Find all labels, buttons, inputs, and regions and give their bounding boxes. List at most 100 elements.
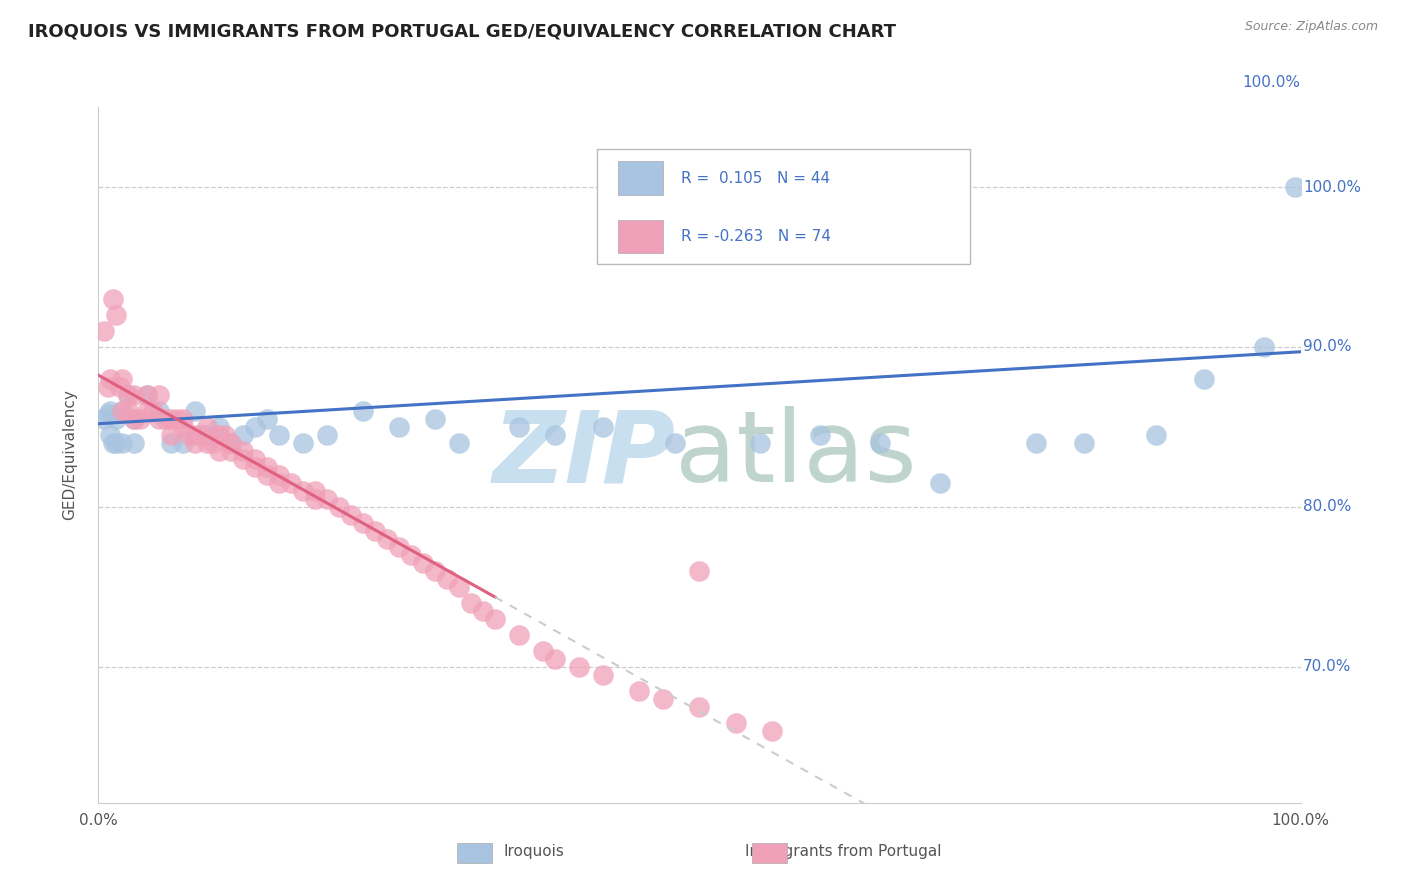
Point bbox=[219, 444, 242, 458]
Point bbox=[388, 540, 411, 554]
Point bbox=[328, 500, 350, 514]
Point bbox=[124, 388, 146, 402]
Point bbox=[93, 412, 115, 426]
Point bbox=[135, 388, 157, 402]
Bar bbox=[617, 161, 664, 194]
Point bbox=[1073, 436, 1095, 450]
Point bbox=[117, 404, 139, 418]
Point bbox=[399, 548, 422, 562]
Point bbox=[232, 451, 254, 466]
Point bbox=[544, 428, 567, 442]
Point bbox=[159, 436, 181, 450]
Point bbox=[101, 292, 124, 306]
Point bbox=[484, 612, 506, 626]
Point bbox=[195, 436, 218, 450]
Point bbox=[177, 428, 200, 442]
Point bbox=[592, 668, 614, 682]
Point bbox=[592, 420, 614, 434]
Point bbox=[340, 508, 363, 522]
Point bbox=[208, 428, 231, 442]
Point bbox=[111, 404, 134, 418]
Point bbox=[117, 388, 139, 402]
Point bbox=[135, 388, 157, 402]
Text: Iroquois: Iroquois bbox=[503, 845, 565, 859]
Point bbox=[124, 412, 146, 426]
Text: IROQUOIS VS IMMIGRANTS FROM PORTUGAL GED/EQUIVALENCY CORRELATION CHART: IROQUOIS VS IMMIGRANTS FROM PORTUGAL GED… bbox=[28, 22, 896, 40]
Point bbox=[267, 467, 290, 482]
Point bbox=[748, 436, 770, 450]
Point bbox=[256, 459, 278, 474]
Point bbox=[97, 407, 120, 421]
Point bbox=[101, 436, 124, 450]
Point bbox=[97, 380, 120, 394]
Point bbox=[124, 436, 146, 450]
Point bbox=[148, 404, 170, 418]
Text: atlas: atlas bbox=[675, 407, 917, 503]
Text: 100.0%: 100.0% bbox=[1303, 179, 1361, 194]
Point bbox=[256, 467, 278, 482]
Text: R =  0.105   N = 44: R = 0.105 N = 44 bbox=[682, 170, 831, 186]
Point bbox=[108, 380, 131, 394]
Point bbox=[183, 404, 205, 418]
Point bbox=[243, 459, 266, 474]
Point bbox=[761, 723, 783, 738]
Point bbox=[105, 412, 128, 426]
Point bbox=[472, 604, 495, 618]
Point bbox=[688, 699, 710, 714]
Point bbox=[124, 412, 146, 426]
Text: 90.0%: 90.0% bbox=[1303, 340, 1351, 354]
Text: 100.0%: 100.0% bbox=[1243, 75, 1301, 90]
Point bbox=[460, 596, 482, 610]
Point bbox=[808, 428, 831, 442]
Point bbox=[531, 644, 554, 658]
Point bbox=[412, 556, 434, 570]
Point bbox=[129, 412, 152, 426]
Point bbox=[159, 412, 181, 426]
Point bbox=[100, 404, 122, 418]
Point bbox=[172, 436, 194, 450]
Point bbox=[352, 404, 374, 418]
Point bbox=[544, 652, 567, 666]
Point bbox=[1144, 428, 1167, 442]
Point bbox=[117, 388, 139, 402]
Point bbox=[280, 475, 302, 490]
Point bbox=[267, 428, 290, 442]
Point bbox=[208, 420, 231, 434]
Point bbox=[304, 491, 326, 506]
Point bbox=[183, 436, 205, 450]
Point bbox=[1194, 372, 1216, 386]
Point bbox=[105, 436, 128, 450]
Point bbox=[208, 444, 231, 458]
Text: 80.0%: 80.0% bbox=[1303, 500, 1351, 515]
Point bbox=[724, 715, 747, 730]
Point bbox=[291, 483, 314, 498]
Point bbox=[111, 436, 134, 450]
Point bbox=[447, 436, 470, 450]
Point bbox=[315, 491, 337, 506]
Bar bbox=[617, 219, 664, 253]
Point bbox=[172, 412, 194, 426]
Point bbox=[148, 412, 170, 426]
Point bbox=[232, 428, 254, 442]
Point bbox=[219, 436, 242, 450]
Point bbox=[304, 483, 326, 498]
Point bbox=[141, 404, 163, 418]
Point bbox=[172, 420, 194, 434]
Point bbox=[195, 428, 218, 442]
Point bbox=[1025, 436, 1047, 450]
Y-axis label: GED/Equivalency: GED/Equivalency bbox=[63, 390, 77, 520]
Point bbox=[135, 404, 157, 418]
Point bbox=[93, 324, 115, 338]
Point bbox=[352, 516, 374, 530]
Point bbox=[214, 428, 236, 442]
Point bbox=[628, 683, 651, 698]
Point bbox=[388, 420, 411, 434]
Point bbox=[190, 428, 212, 442]
Point bbox=[243, 451, 266, 466]
Text: 70.0%: 70.0% bbox=[1303, 659, 1351, 674]
Point bbox=[243, 420, 266, 434]
Point bbox=[688, 564, 710, 578]
Point bbox=[1253, 340, 1275, 354]
Point bbox=[267, 475, 290, 490]
Point bbox=[568, 660, 591, 674]
